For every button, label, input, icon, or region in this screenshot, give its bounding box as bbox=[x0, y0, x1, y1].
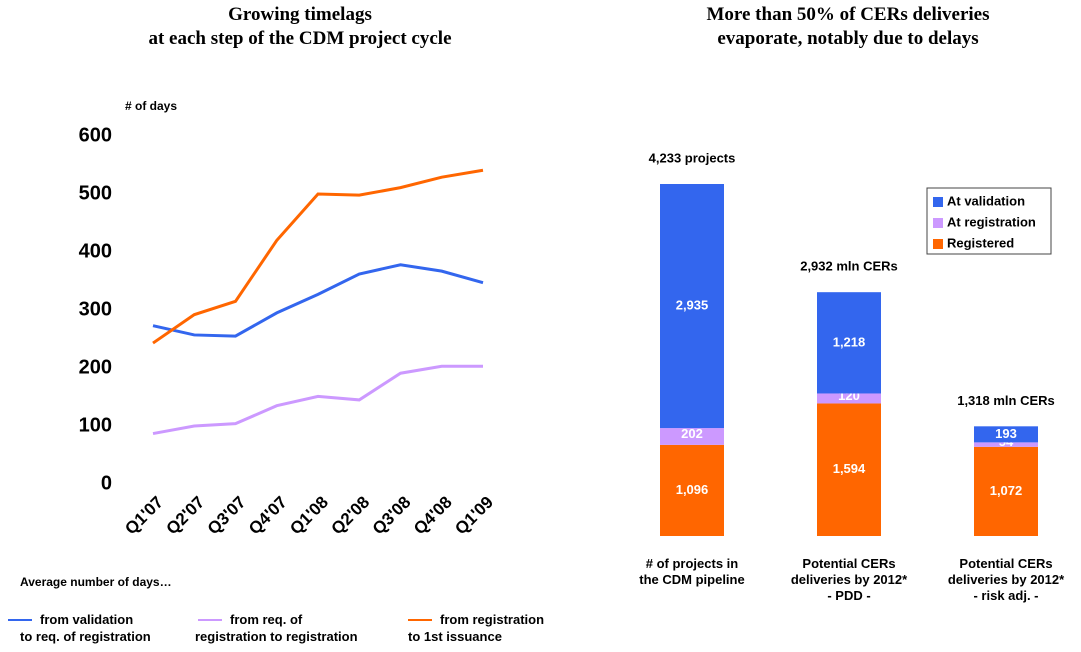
legend-box bbox=[926, 187, 1052, 255]
legend-label: from validation to req. of registration bbox=[20, 612, 151, 644]
x-tick-label: Q3'07 bbox=[204, 493, 250, 539]
legend-label: At validation bbox=[947, 193, 1025, 208]
legend-swatch bbox=[933, 218, 943, 228]
line bbox=[152, 168, 484, 345]
x-tick-label: Q1'09 bbox=[451, 493, 497, 539]
legend-label: from registration to 1st issuance bbox=[408, 612, 544, 644]
line bbox=[152, 263, 484, 338]
y-tick-label: 600 bbox=[79, 124, 112, 146]
value-label: 1,594 bbox=[833, 461, 866, 476]
legend-swatch bbox=[933, 197, 943, 207]
x-tick-label: Q4'07 bbox=[245, 493, 291, 539]
x-tick-label: Q2'08 bbox=[328, 493, 374, 539]
y-tick-label: 400 bbox=[79, 240, 112, 262]
x-tick-label: Q4'08 bbox=[410, 493, 456, 539]
value-label: 1,072 bbox=[990, 483, 1023, 498]
value-label: 1,096 bbox=[676, 482, 709, 497]
bar-segment bbox=[660, 184, 724, 429]
bar-segment bbox=[974, 426, 1038, 443]
y-tick-label: 0 bbox=[101, 472, 112, 494]
y-tick-label: 200 bbox=[79, 356, 112, 378]
bar-segment bbox=[817, 393, 881, 404]
legend-swatch bbox=[933, 239, 943, 249]
x-category-label: # of projects in the CDM pipeline bbox=[639, 556, 744, 587]
x-category-label: Potential CERs deliveries by 2012* - PDD - bbox=[791, 556, 908, 603]
value-label: 193 bbox=[995, 426, 1017, 441]
chart-title: Growing timelags at each step of the CDM … bbox=[148, 4, 451, 49]
legend-label: At registration bbox=[947, 214, 1036, 229]
total-label: 1,318 mln CERs bbox=[957, 393, 1055, 408]
bar-segment bbox=[974, 442, 1038, 447]
chart-title: More than 50% of CERs deliveries evaporat… bbox=[706, 4, 989, 49]
y-tick-label: 100 bbox=[79, 414, 112, 436]
x-tick-label: Q3'08 bbox=[369, 493, 415, 539]
bar-segment bbox=[660, 444, 724, 536]
value-label: 1,218 bbox=[833, 334, 866, 349]
legend-title: Average number of days… bbox=[20, 575, 172, 589]
total-label: 4,233 projects bbox=[649, 150, 736, 165]
x-category-label: Potential CERs deliveries by 2012* - risk … bbox=[948, 556, 1065, 603]
bar-segment bbox=[660, 428, 724, 445]
legend-label: from req. of registration to registration bbox=[195, 612, 358, 644]
value-label: 202 bbox=[681, 426, 703, 441]
total-label: 2,932 mln CERs bbox=[800, 259, 898, 274]
legend-label: Registered bbox=[947, 235, 1014, 250]
bar-segment bbox=[974, 446, 1038, 536]
value-label: 2,935 bbox=[676, 297, 709, 312]
y-tick-label: 500 bbox=[79, 182, 112, 204]
bar-segment bbox=[817, 403, 881, 536]
bar-segment bbox=[817, 292, 881, 394]
x-tick-label: Q1'08 bbox=[286, 493, 332, 539]
y-axis-label: # of days bbox=[125, 99, 177, 113]
line bbox=[152, 364, 483, 436]
x-tick-label: Q2'07 bbox=[163, 493, 209, 539]
x-tick-label: Q1'07 bbox=[121, 493, 167, 539]
y-tick-label: 300 bbox=[79, 298, 112, 320]
